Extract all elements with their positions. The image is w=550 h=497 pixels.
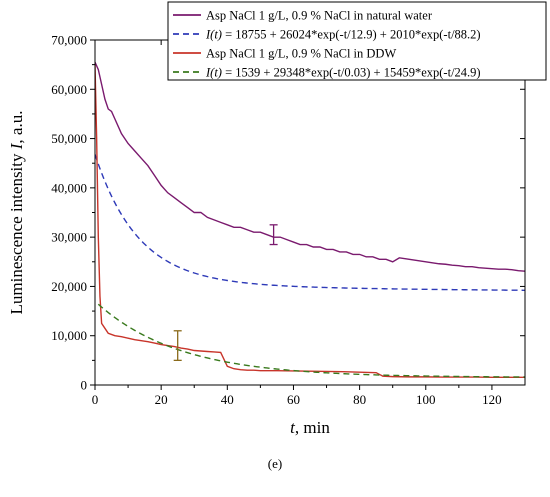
error-bar-0	[269, 224, 278, 246]
legend-box	[167, 1, 547, 81]
plot-frame	[94, 39, 526, 386]
y-tick-label: 50,000	[51, 131, 87, 146]
y-tick-label: 40,000	[51, 180, 87, 195]
x-axis-title: t, min	[290, 418, 330, 437]
series-line-2	[95, 64, 525, 379]
legend-item-3: I(t) = 1539 + 29348*exp(-t/0.03) + 15459…	[173, 66, 481, 80]
x-tick-label: 60	[287, 392, 300, 407]
x-tick-label: 120	[482, 392, 502, 407]
y-tick-label: 10,000	[51, 328, 87, 343]
series-layer	[95, 61, 525, 379]
legend-label: I(t) = 18755 + 26024*exp(-t/12.9) + 2010…	[205, 28, 481, 42]
x-tick-label: 100	[416, 392, 436, 407]
y-tick-label: 20,000	[51, 279, 87, 294]
y-tick-label: 70,000	[51, 33, 87, 48]
legend-item-1: I(t) = 18755 + 26024*exp(-t/12.9) + 2010…	[173, 28, 481, 42]
legend-item-2: Asp NaCl 1 g/L, 0.9 % NaCl in DDW	[173, 47, 396, 61]
series-line-0	[95, 61, 525, 272]
fit-line-1	[95, 154, 525, 291]
x-tick-label: 80	[353, 392, 366, 407]
panel-label: (e)	[267, 456, 283, 471]
legend: Asp NaCl 1 g/L, 0.9 % NaCl in natural wa…	[167, 1, 547, 81]
legend-label: Asp NaCl 1 g/L, 0.9 % NaCl in natural wa…	[206, 9, 433, 23]
fit-line-3	[97, 303, 525, 378]
error-bar-1	[173, 330, 182, 362]
legend-label: Asp NaCl 1 g/L, 0.9 % NaCl in DDW	[206, 47, 396, 61]
x-tick-label: 20	[155, 392, 168, 407]
y-tick-label: 60,000	[51, 82, 87, 97]
y-tick-label: 30,000	[51, 230, 87, 245]
legend-label: I(t) = 1539 + 29348*exp(-t/0.03) + 15459…	[205, 66, 481, 80]
y-axis-title: Luminescence intensity I, a.u.	[7, 111, 26, 315]
plot-area	[95, 61, 525, 379]
y-tick-label: 0	[81, 378, 88, 393]
x-tick-label: 40	[221, 392, 234, 407]
legend-item-0: Asp NaCl 1 g/L, 0.9 % NaCl in natural wa…	[173, 9, 433, 23]
x-tick-label: 0	[92, 392, 99, 407]
axes: 0 20 40 60 80 100 120 0 10,000 20,000 30,000 40,000…	[7, 33, 526, 437]
